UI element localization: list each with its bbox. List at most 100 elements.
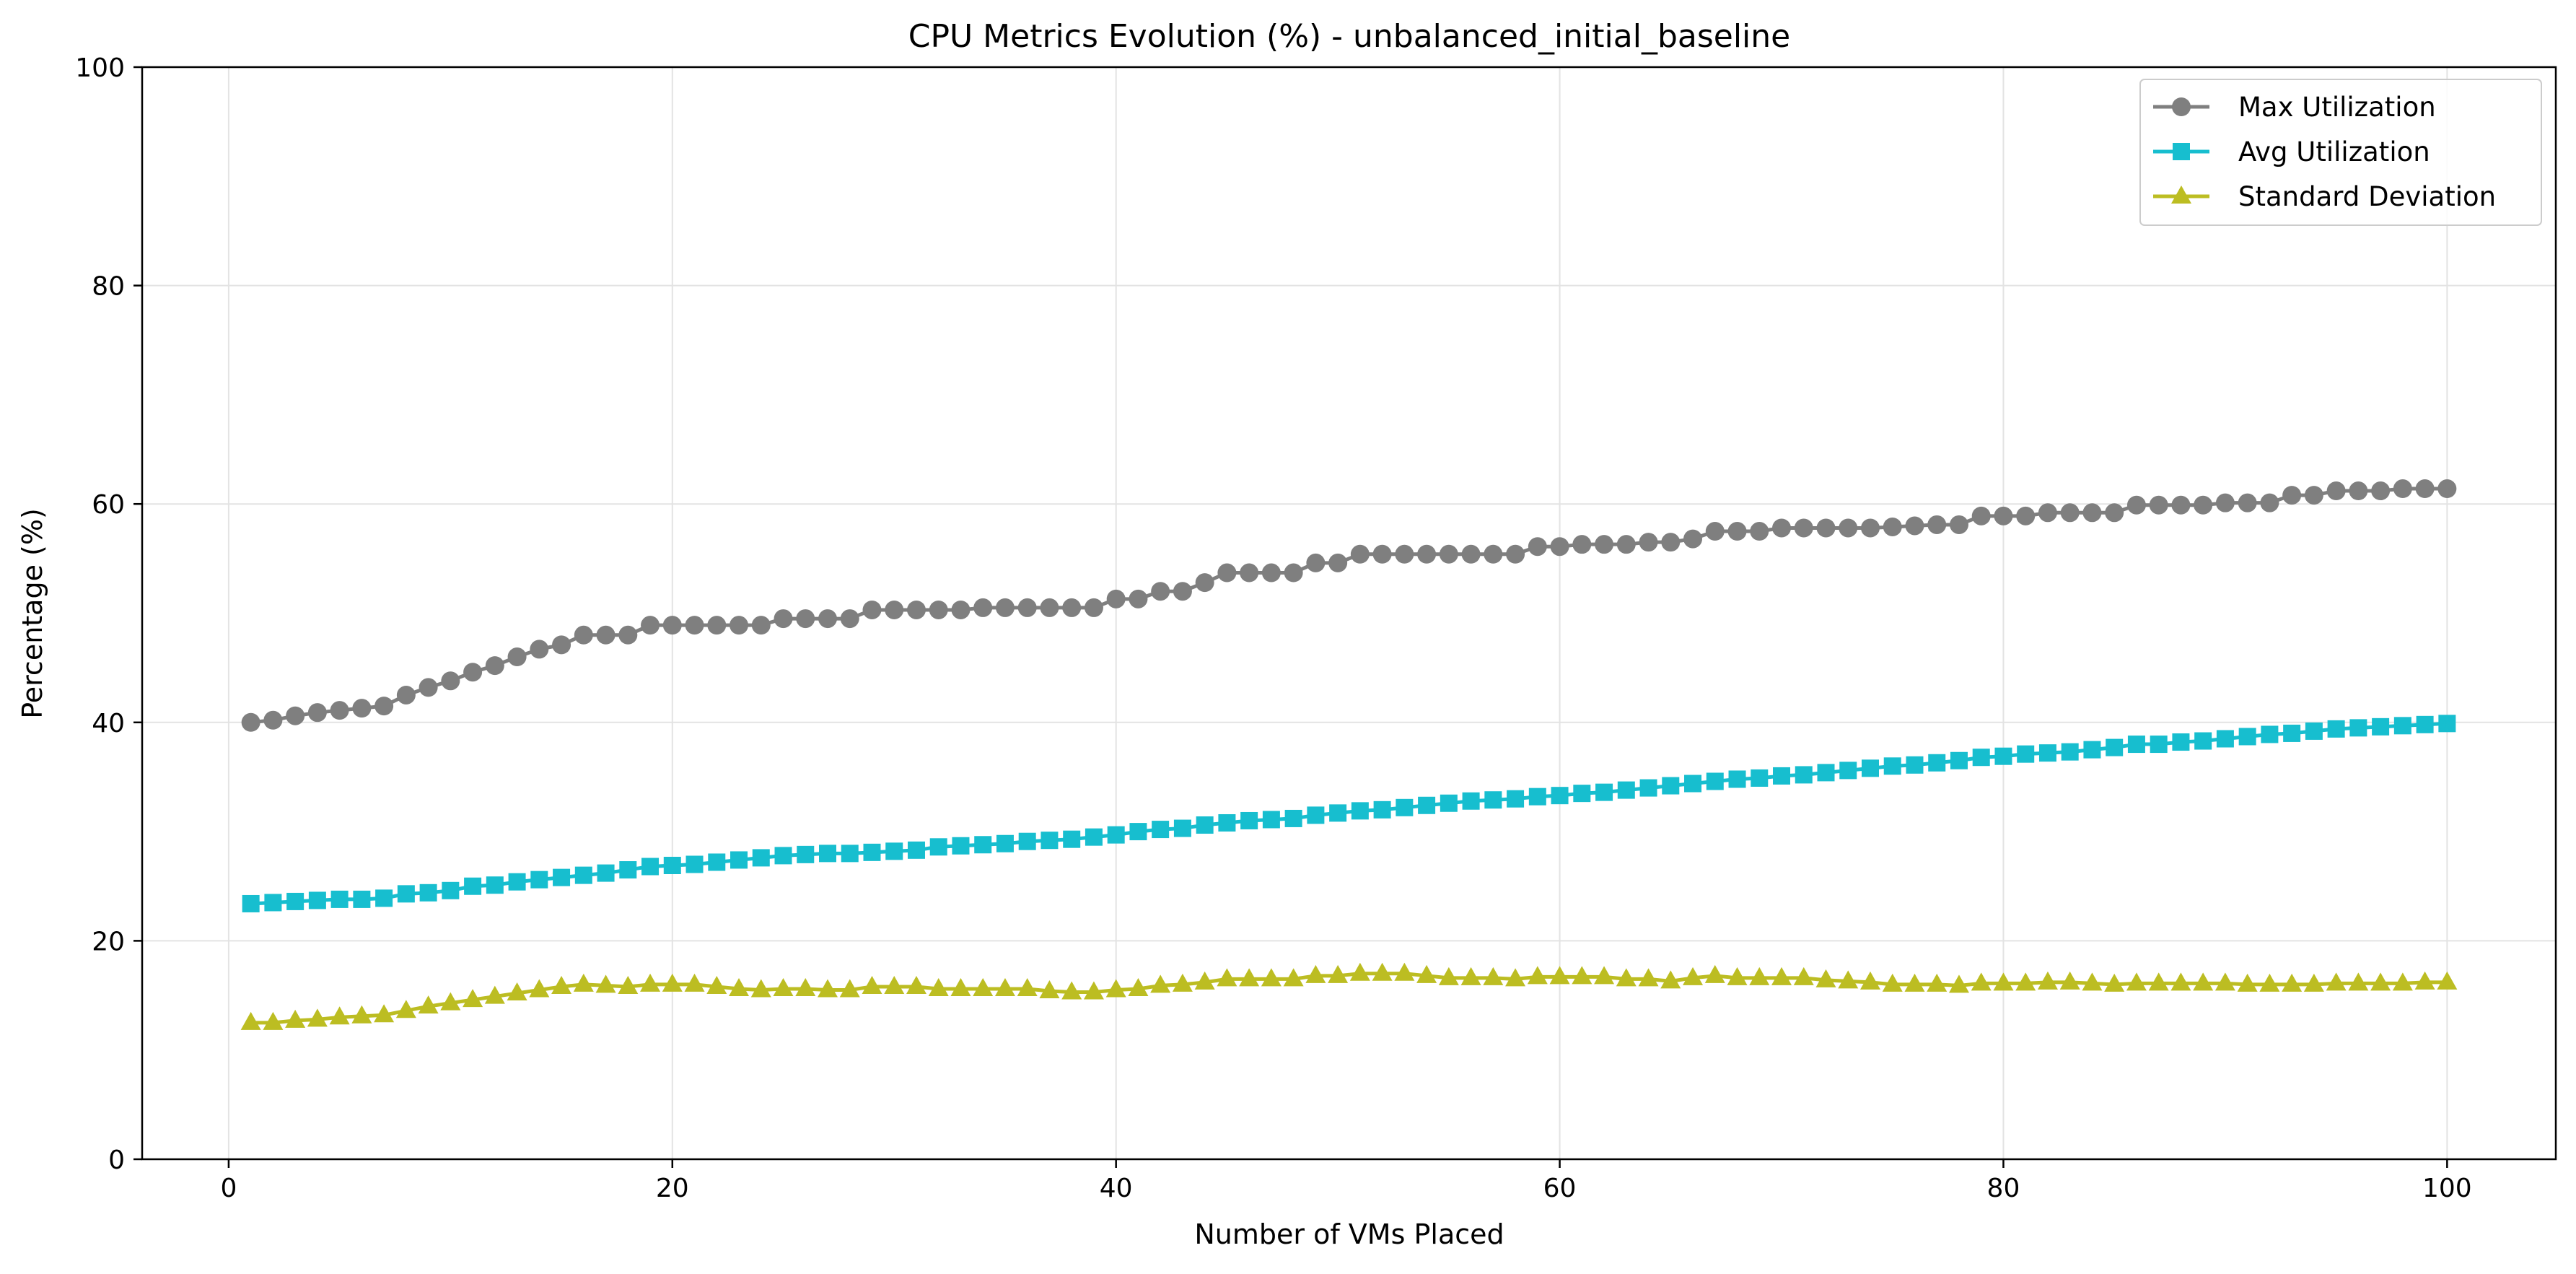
data-point	[1439, 544, 1458, 564]
data-point	[1616, 968, 1637, 987]
data-point	[2349, 481, 2368, 501]
data-point	[618, 625, 638, 645]
data-point	[307, 1008, 328, 1027]
data-point	[1507, 790, 1525, 808]
data-point	[750, 979, 771, 998]
data-point	[906, 600, 926, 619]
data-point	[2349, 719, 2367, 737]
data-point	[484, 985, 505, 1004]
data-point	[1349, 962, 1370, 981]
data-point	[2393, 479, 2412, 499]
data-point	[1994, 506, 2013, 525]
data-point	[685, 855, 704, 873]
data-point	[1283, 968, 1304, 987]
data-point	[329, 1006, 350, 1025]
data-point	[2438, 715, 2456, 733]
data-point	[442, 881, 460, 899]
data-point	[2305, 722, 2323, 740]
data-point	[1639, 779, 1657, 797]
data-point	[973, 977, 994, 996]
data-point	[374, 697, 394, 716]
data-point	[885, 600, 904, 619]
data-point	[2416, 715, 2434, 733]
data-point	[307, 703, 327, 723]
data-point	[1284, 809, 1302, 827]
data-point	[2371, 481, 2391, 501]
data-point	[1795, 766, 1813, 784]
data-point	[2215, 493, 2235, 512]
data-point	[241, 712, 260, 732]
data-point	[1838, 970, 1859, 989]
data-point	[530, 871, 548, 889]
data-point	[2105, 503, 2124, 523]
data-point	[507, 647, 527, 667]
data-point	[2194, 732, 2212, 750]
y-tick-label: 80	[92, 272, 125, 302]
data-point	[951, 600, 971, 619]
data-point	[907, 841, 925, 859]
data-point	[1129, 823, 1147, 841]
data-point	[662, 616, 682, 635]
data-point	[952, 837, 970, 855]
data-point	[619, 861, 637, 879]
series-triangle	[240, 962, 2458, 1030]
data-point	[551, 975, 572, 994]
data-point	[2326, 481, 2346, 501]
data-point	[1639, 533, 1658, 552]
data-point	[2327, 720, 2345, 738]
data-point	[552, 635, 571, 655]
data-point	[508, 873, 526, 891]
data-point	[2126, 972, 2147, 991]
data-point	[1971, 972, 1992, 991]
data-point	[706, 975, 727, 994]
data-point	[2059, 971, 2080, 990]
data-point	[574, 866, 592, 884]
data-point	[264, 894, 282, 912]
chart-title: CPU Metrics Evolution (%) - unbalanced_i…	[908, 18, 1791, 55]
data-point	[2437, 971, 2458, 990]
data-point	[1351, 802, 1369, 820]
x-tick-label: 80	[1987, 1174, 2020, 1203]
data-point	[485, 656, 504, 676]
data-point	[419, 678, 438, 697]
data-point	[2348, 972, 2369, 991]
data-point	[1817, 764, 1835, 782]
data-point	[2370, 972, 2391, 991]
data-point	[1905, 516, 1924, 536]
data-point	[1462, 792, 1480, 810]
data-point	[1660, 970, 1681, 989]
data-point	[973, 598, 993, 617]
data-point	[1928, 754, 1946, 772]
data-point	[1328, 964, 1349, 983]
data-point	[819, 845, 837, 863]
data-point	[1994, 747, 2012, 765]
data-point	[729, 977, 750, 996]
data-point	[240, 1011, 261, 1030]
data-point	[863, 843, 881, 861]
data-point	[2082, 503, 2102, 523]
data-point	[1173, 819, 1191, 837]
data-point	[375, 889, 393, 907]
data-point	[463, 989, 483, 1008]
y-tick-label: 40	[92, 709, 125, 738]
data-point	[2148, 972, 2169, 991]
data-point	[1661, 533, 1681, 552]
data-point	[662, 973, 683, 992]
data-point	[1083, 981, 1104, 1000]
data-point	[1683, 529, 1703, 549]
data-point	[1262, 811, 1280, 829]
data-point	[1372, 962, 1393, 981]
data-point	[1461, 544, 1481, 564]
data-point	[1972, 749, 1990, 767]
data-point	[374, 1004, 395, 1023]
legend-label: Standard Deviation	[2238, 181, 2496, 212]
data-point	[285, 1009, 306, 1028]
data-point	[1594, 966, 1615, 985]
data-point	[2104, 973, 2125, 992]
data-point	[1727, 967, 1748, 985]
data-point	[797, 845, 815, 863]
data-point	[1572, 535, 1592, 554]
data-point	[486, 876, 504, 894]
data-point	[441, 671, 460, 691]
data-point	[1550, 537, 1569, 557]
